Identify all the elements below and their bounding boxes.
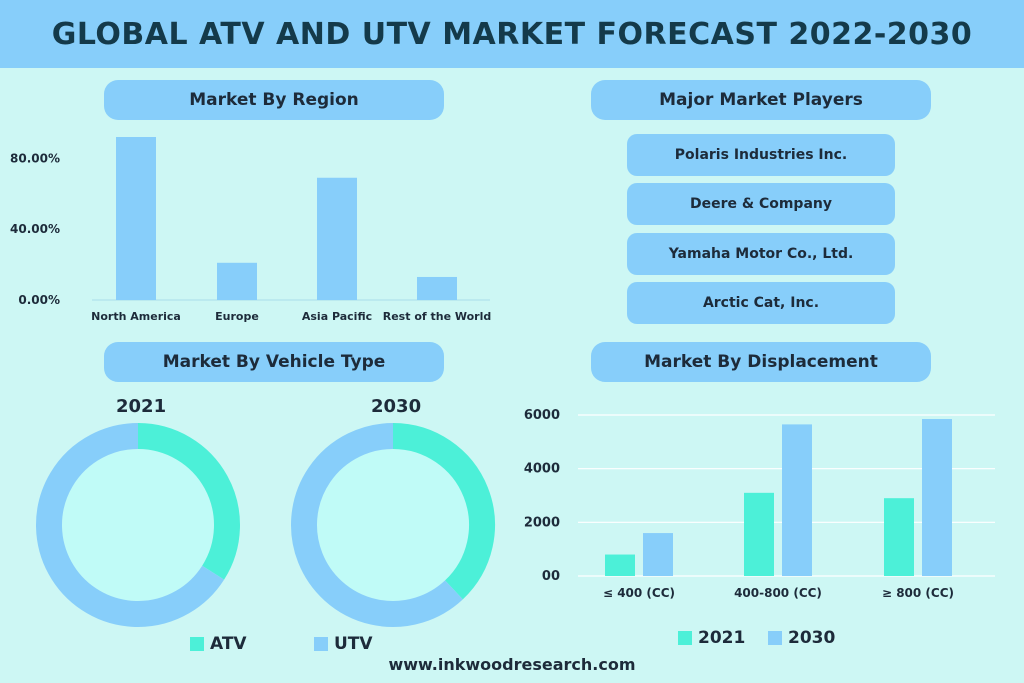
series-2021-swatch: [678, 631, 692, 645]
displacement-legend-2021: 2021: [678, 628, 745, 648]
disp-bar-2021: [605, 554, 635, 576]
players-header: Major Market Players: [591, 80, 931, 120]
utv-swatch: [314, 637, 328, 651]
disp-ytick: 2000: [524, 515, 560, 530]
series-2030-swatch: [768, 631, 782, 645]
region-xtick: Rest of the World: [383, 310, 492, 323]
donut-slice-utv: [36, 423, 225, 627]
region-bar: [317, 177, 357, 300]
atv-swatch: [190, 637, 204, 651]
donut-chart-2030: [291, 423, 495, 627]
region-ytick: 40.00%: [10, 222, 60, 236]
region-header: Market By Region: [104, 80, 444, 120]
year-2021-label: 2021: [116, 396, 167, 417]
player-yamaha: Yamaha Motor Co., Ltd.: [627, 233, 895, 275]
disp-ytick: 4000: [524, 462, 560, 477]
player-polaris: Polaris Industries Inc.: [627, 134, 895, 176]
donut-slice-utv: [291, 423, 463, 627]
title-bar: GLOBAL ATV AND UTV MARKET FORECAST 2022-…: [0, 0, 1024, 68]
year-2030-label: 2030: [371, 396, 422, 417]
donut-hole: [62, 449, 214, 601]
region-xtick: Europe: [215, 310, 259, 323]
disp-xtick: 400-800 (CC): [734, 586, 822, 600]
vehicle-header: Market By Vehicle Type: [104, 342, 444, 382]
displacement-header: Market By Displacement: [591, 342, 931, 382]
region-xtick: North America: [91, 310, 181, 323]
disp-ytick: 00: [542, 569, 560, 584]
legend-2021-label: 2021: [698, 628, 746, 648]
disp-bar-2030: [643, 533, 673, 576]
donut-hole: [317, 449, 469, 601]
legend-atv-label: ATV: [210, 634, 247, 654]
region-bar: [116, 137, 156, 300]
legend-utv-label: UTV: [334, 634, 373, 654]
vehicle-legend-atv: ATV: [190, 634, 247, 654]
region-bar: [217, 262, 257, 300]
region-ytick: 80.00%: [10, 151, 60, 165]
disp-xtick: ≤ 400 (CC): [603, 586, 675, 600]
donut-slice-atv: [137, 423, 240, 580]
region-xtick: Asia Pacific: [302, 310, 372, 323]
disp-xtick: ≥ 800 (CC): [882, 586, 954, 600]
disp-bar-2021: [744, 492, 774, 576]
donut-chart-2021: [36, 423, 240, 627]
disp-bar-2030: [782, 424, 812, 576]
donut-slice-atv: [392, 423, 495, 600]
page-title: GLOBAL ATV AND UTV MARKET FORECAST 2022-…: [51, 16, 973, 52]
disp-ytick: 6000: [524, 408, 560, 423]
region-ytick: 0.00%: [18, 293, 60, 307]
region-bar: [417, 276, 457, 300]
displacement-legend-2030: 2030: [768, 628, 835, 648]
player-arctic-cat: Arctic Cat, Inc.: [627, 282, 895, 324]
region-bar-chart: 0.00% 40.00% 80.00% North America Europe Asia…: [10, 137, 492, 323]
disp-bar-2021: [884, 498, 914, 576]
disp-bar-2030: [922, 419, 952, 576]
displacement-bar-chart: 00 2000 4000 6000 ≤ 400 (CC) 400-800 (CC) ≥ 80…: [524, 408, 995, 600]
vehicle-legend-utv: UTV: [314, 634, 373, 654]
footer-url: www.inkwoodresearch.com: [388, 655, 636, 674]
player-deere: Deere & Company: [627, 183, 895, 225]
legend-2030-label: 2030: [788, 628, 836, 648]
